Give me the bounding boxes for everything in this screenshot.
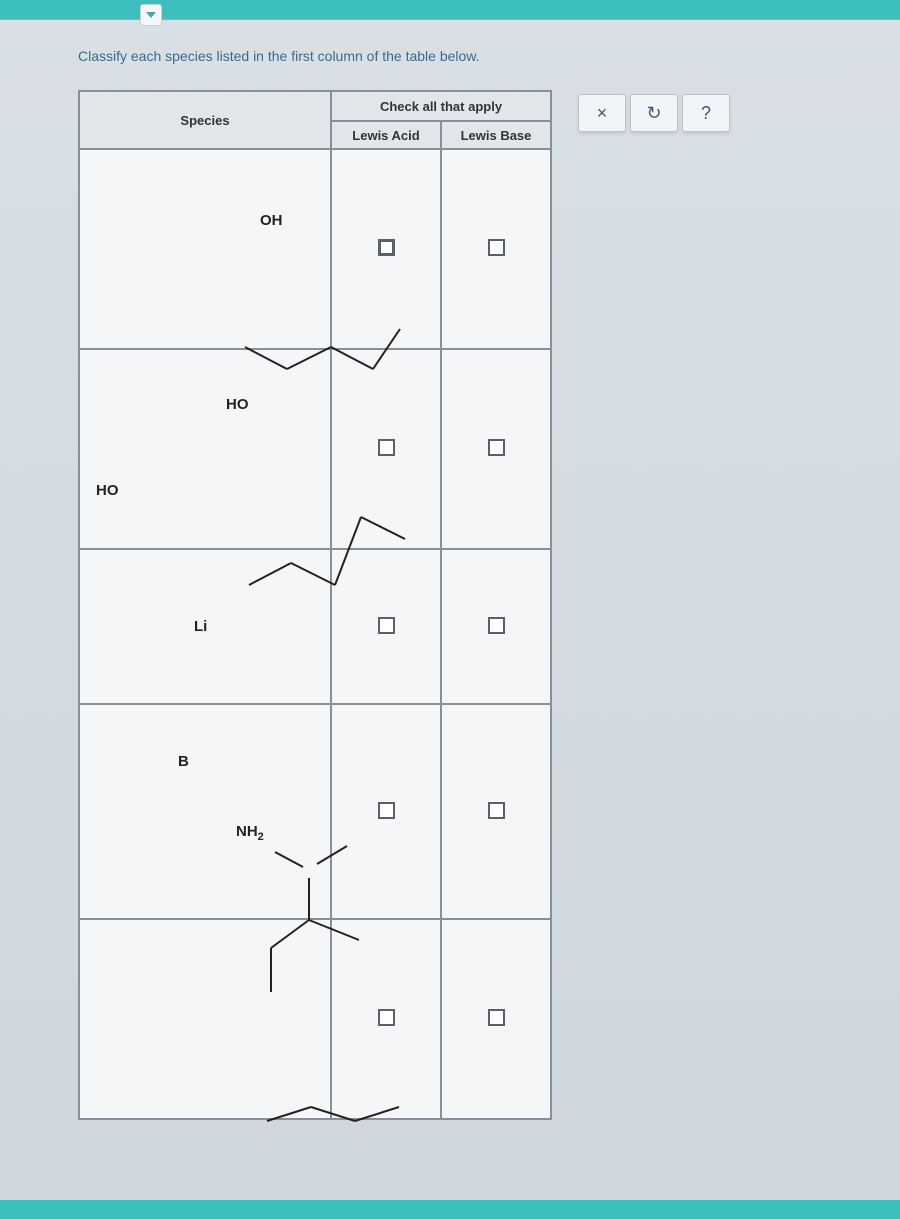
close-button[interactable]: × [578, 94, 626, 132]
base-cell-1 [441, 149, 551, 349]
base-cell-2 [441, 349, 551, 549]
instruction-text: Classify each species listed in the firs… [78, 48, 870, 64]
table-row: B NH2 [79, 704, 551, 919]
header-species: Species [79, 91, 331, 149]
table-row: OH [79, 149, 551, 349]
header-lewis-acid: Lewis Acid [331, 121, 441, 149]
base-checkbox-2[interactable] [488, 439, 505, 456]
table-row [79, 919, 551, 1119]
redo-button[interactable]: ↻ [630, 94, 678, 132]
base-cell-4 [441, 704, 551, 919]
base-cell-3 [441, 549, 551, 704]
base-checkbox-3[interactable] [488, 617, 505, 634]
toolbar: × ↻ ? [578, 94, 730, 132]
structure-butane [205, 1019, 457, 1219]
base-checkbox-1[interactable] [488, 239, 505, 256]
label-nh2: NH2 [236, 823, 264, 843]
species-cell-1: OH [79, 149, 331, 349]
base-checkbox-4[interactable] [488, 802, 505, 819]
chevron-down-icon [146, 12, 156, 18]
label-b: B [178, 753, 189, 770]
dropdown-chevron-button[interactable] [140, 4, 162, 26]
header-lewis-base: Lewis Base [441, 121, 551, 149]
base-checkbox-5[interactable] [488, 1009, 505, 1026]
species-table: Species Check all that apply Lewis Acid … [78, 90, 552, 1120]
base-cell-5 [441, 919, 551, 1119]
label-ho-top: HO [226, 396, 249, 413]
species-cell-2: HO HO [79, 349, 331, 549]
label-li: Li [194, 618, 207, 635]
table-row: HO HO [79, 349, 551, 549]
help-icon: ? [701, 103, 711, 124]
species-cell-4: B NH2 [79, 704, 331, 919]
close-icon: × [597, 103, 608, 124]
help-button[interactable]: ? [682, 94, 730, 132]
redo-icon: ↻ [646, 103, 661, 124]
label-oh: OH [260, 212, 283, 229]
header-check-all: Check all that apply [331, 91, 551, 121]
table-row: Li [79, 549, 551, 704]
label-ho-bottom: HO [96, 482, 119, 499]
species-cell-5 [79, 919, 331, 1119]
species-cell-3: Li [79, 549, 331, 704]
